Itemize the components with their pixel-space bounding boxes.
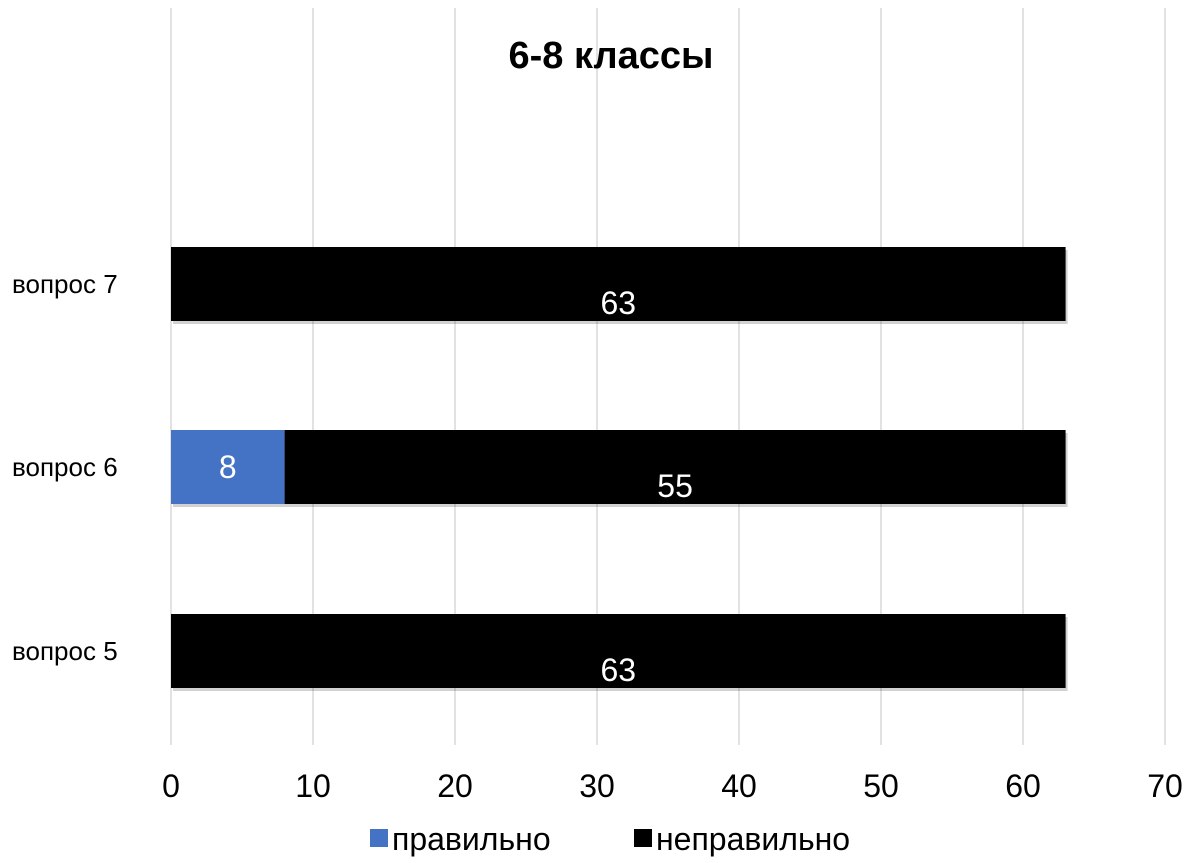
y-category-label-2: вопрос 6 xyxy=(12,452,118,482)
x-tick-label-20: 20 xyxy=(437,768,473,804)
x-tick-label-30: 30 xyxy=(579,768,615,804)
x-tick-label-70: 70 xyxy=(1147,768,1183,804)
legend-label-pravilno: правильно xyxy=(392,821,551,857)
legend-swatch-nepravilno xyxy=(634,829,652,847)
data-labels: 63 8 55 63 xyxy=(219,285,693,688)
legend-label-nepravilno: неправильно xyxy=(656,821,850,857)
axes: 0 10 20 30 40 50 60 70 вопрос 5 вопрос 6 вопрос 7 xyxy=(12,269,1183,804)
x-tick-label-10: 10 xyxy=(295,768,331,804)
x-tick-label-0: 0 xyxy=(162,768,180,804)
bars xyxy=(171,247,1068,691)
bar-nepravilno-1 xyxy=(171,614,1066,688)
legend: правильно неправильно xyxy=(370,821,850,857)
y-category-label-3: вопрос 7 xyxy=(12,269,118,299)
y-category-label-1: вопрос 5 xyxy=(12,636,118,666)
data-label-nepravilno-2: 55 xyxy=(657,468,693,504)
bar-pravilno-2 xyxy=(171,430,285,504)
data-label-nepravilno-3: 63 xyxy=(601,285,637,321)
chart-title: 6-8 классы xyxy=(509,35,714,77)
gridlines xyxy=(170,8,1166,745)
bar-nepravilno-3 xyxy=(171,247,1066,321)
x-tick-label-40: 40 xyxy=(721,768,757,804)
x-tick-label-50: 50 xyxy=(863,768,899,804)
legend-swatch-pravilno xyxy=(370,829,388,847)
data-label-nepravilno-1: 63 xyxy=(601,652,637,688)
x-tick-label-60: 60 xyxy=(1005,768,1041,804)
data-label-pravilno-2: 8 xyxy=(219,449,237,485)
bar-nepravilno-2 xyxy=(284,430,1066,504)
